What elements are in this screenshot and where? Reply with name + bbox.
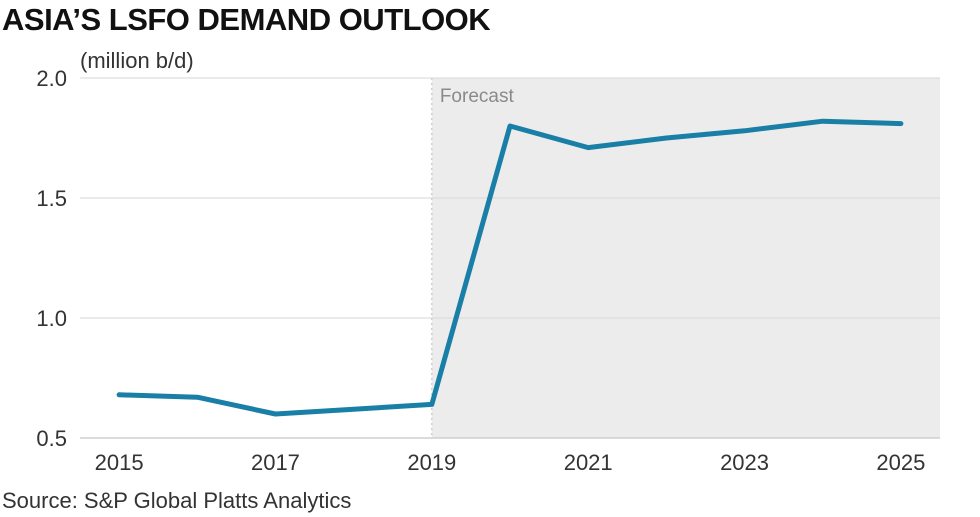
x-tick-label: 2015	[95, 450, 144, 475]
x-tick-label: 2025	[876, 450, 925, 475]
source-note: Source: S&P Global Platts Analytics	[2, 488, 352, 513]
y-axis-unit-label: (million b/d)	[80, 48, 194, 73]
x-axis-tick-labels: 2015 2017 2019 2021 2023 2025	[95, 450, 926, 475]
y-axis-tick-labels: 0.5 1.0 1.5 2.0	[36, 66, 67, 451]
x-tick-label: 2017	[251, 450, 300, 475]
x-tick-label: 2023	[720, 450, 769, 475]
y-tick-label: 1.5	[36, 186, 67, 211]
y-tick-label: 1.0	[36, 306, 67, 331]
x-tick-label: 2019	[407, 450, 456, 475]
y-tick-label: 0.5	[36, 426, 67, 451]
y-tick-label: 2.0	[36, 66, 67, 91]
chart-title: ASIA’S LSFO DEMAND OUTLOOK	[2, 2, 491, 37]
series-line	[116, 118, 904, 417]
x-tick-label: 2021	[564, 450, 613, 475]
grid-lines	[80, 77, 940, 439]
forecast-label: Forecast	[440, 86, 515, 107]
series-group	[116, 118, 904, 417]
